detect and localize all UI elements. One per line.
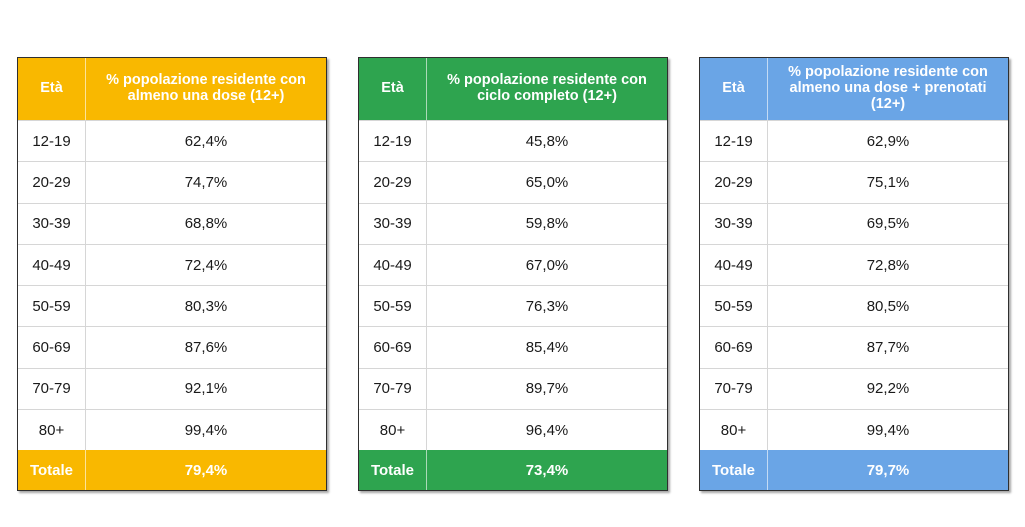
value-cell: 69,5% [866, 215, 910, 233]
table-row: 40-49 67,0% [359, 243, 667, 286]
value-cell: 87,7% [866, 339, 910, 357]
age-cell: 80+ [359, 410, 427, 451]
value-cell: 72,8% [866, 256, 910, 274]
table-row: 60-69 85,4% [359, 326, 667, 368]
value-cell: 92,2% [866, 380, 910, 398]
total-value: 73,4% [525, 461, 569, 479]
header-value: % popolazione residente con ciclo comple… [447, 72, 647, 104]
value-cell: 65,0% [525, 173, 569, 191]
table-row: 40-49 72,8% [700, 243, 1008, 286]
header-value: % popolazione residente con almeno una d… [788, 64, 988, 112]
value-cell: 76,3% [525, 297, 569, 315]
table-first-dose-plus-booked: Età % popolazione residente con almeno u… [699, 57, 1009, 492]
table-row: 20-29 75,1% [700, 161, 1008, 203]
age-cell: 60-69 [359, 327, 427, 368]
value-cell: 87,6% [184, 339, 228, 357]
age-cell: 30-39 [359, 203, 427, 244]
age-cell: 80+ [18, 410, 86, 451]
table-header: Età % popolazione residente con ciclo co… [359, 58, 667, 120]
header-age: Età [700, 58, 768, 120]
age-cell: 20-29 [359, 162, 427, 203]
total-row: Totale 79,4% [18, 450, 326, 491]
age-cell: 12-19 [700, 121, 768, 162]
age-cell: 50-59 [18, 286, 86, 327]
table-row: 20-29 65,0% [359, 161, 667, 203]
value-cell: 67,0% [525, 256, 569, 274]
table-row: 70-79 89,7% [359, 367, 667, 410]
age-cell: 50-59 [359, 286, 427, 327]
value-cell: 45,8% [525, 132, 569, 150]
table-header: Età % popolazione residente con almeno u… [700, 58, 1008, 120]
table-full-cycle: Età % popolazione residente con ciclo co… [358, 57, 668, 492]
total-row: Totale 79,7% [700, 450, 1008, 491]
table-row: 30-39 68,8% [18, 202, 326, 244]
age-cell: 80+ [700, 410, 768, 451]
age-cell: 60-69 [700, 327, 768, 368]
total-label: Totale [18, 450, 86, 491]
age-cell: 60-69 [18, 327, 86, 368]
age-cell: 50-59 [700, 286, 768, 327]
value-cell: 62,4% [184, 132, 228, 150]
table-row: 60-69 87,6% [18, 326, 326, 368]
value-cell: 89,7% [525, 380, 569, 398]
value-cell: 99,4% [866, 421, 910, 439]
age-cell: 70-79 [359, 368, 427, 410]
total-label: Totale [700, 450, 768, 491]
value-cell: 96,4% [525, 421, 569, 439]
age-cell: 12-19 [18, 121, 86, 162]
value-cell: 59,8% [525, 215, 569, 233]
table-row: 80+ 99,4% [700, 409, 1008, 451]
table-row: 80+ 99,4% [18, 409, 326, 451]
table-row: 40-49 72,4% [18, 243, 326, 286]
age-cell: 40-49 [700, 244, 768, 286]
age-cell: 40-49 [359, 244, 427, 286]
age-cell: 20-29 [18, 162, 86, 203]
table-row: 12-19 62,9% [700, 120, 1008, 162]
table-row: 70-79 92,1% [18, 367, 326, 410]
total-value: 79,4% [184, 461, 228, 479]
table-header: Età % popolazione residente con almeno u… [18, 58, 326, 120]
age-cell: 20-29 [700, 162, 768, 203]
table-row: 50-59 76,3% [359, 285, 667, 327]
table-row: 50-59 80,3% [18, 285, 326, 327]
table-row: 60-69 87,7% [700, 326, 1008, 368]
total-label: Totale [359, 450, 427, 491]
age-cell: 70-79 [18, 368, 86, 410]
table-row: 70-79 92,2% [700, 367, 1008, 410]
value-cell: 80,5% [866, 297, 910, 315]
age-cell: 12-19 [359, 121, 427, 162]
table-row: 30-39 59,8% [359, 202, 667, 244]
value-cell: 62,9% [866, 132, 910, 150]
table-first-dose: Età % popolazione residente con almeno u… [17, 57, 327, 492]
total-row: Totale 73,4% [359, 450, 667, 491]
age-cell: 40-49 [18, 244, 86, 286]
value-cell: 75,1% [866, 173, 910, 191]
table-row: 12-19 62,4% [18, 120, 326, 162]
table-row: 12-19 45,8% [359, 120, 667, 162]
value-cell: 74,7% [184, 173, 228, 191]
total-value: 79,7% [866, 461, 910, 479]
value-cell: 80,3% [184, 297, 228, 315]
value-cell: 68,8% [184, 215, 228, 233]
table-row: 80+ 96,4% [359, 409, 667, 451]
value-cell: 85,4% [525, 339, 569, 357]
value-cell: 99,4% [184, 421, 228, 439]
age-cell: 30-39 [18, 203, 86, 244]
age-cell: 70-79 [700, 368, 768, 410]
table-row: 20-29 74,7% [18, 161, 326, 203]
header-age: Età [18, 58, 86, 120]
table-row: 30-39 69,5% [700, 202, 1008, 244]
age-cell: 30-39 [700, 203, 768, 244]
value-cell: 72,4% [184, 256, 228, 274]
value-cell: 92,1% [184, 380, 228, 398]
table-row: 50-59 80,5% [700, 285, 1008, 327]
header-value: % popolazione residente con almeno una d… [106, 72, 306, 104]
header-age: Età [359, 58, 427, 120]
